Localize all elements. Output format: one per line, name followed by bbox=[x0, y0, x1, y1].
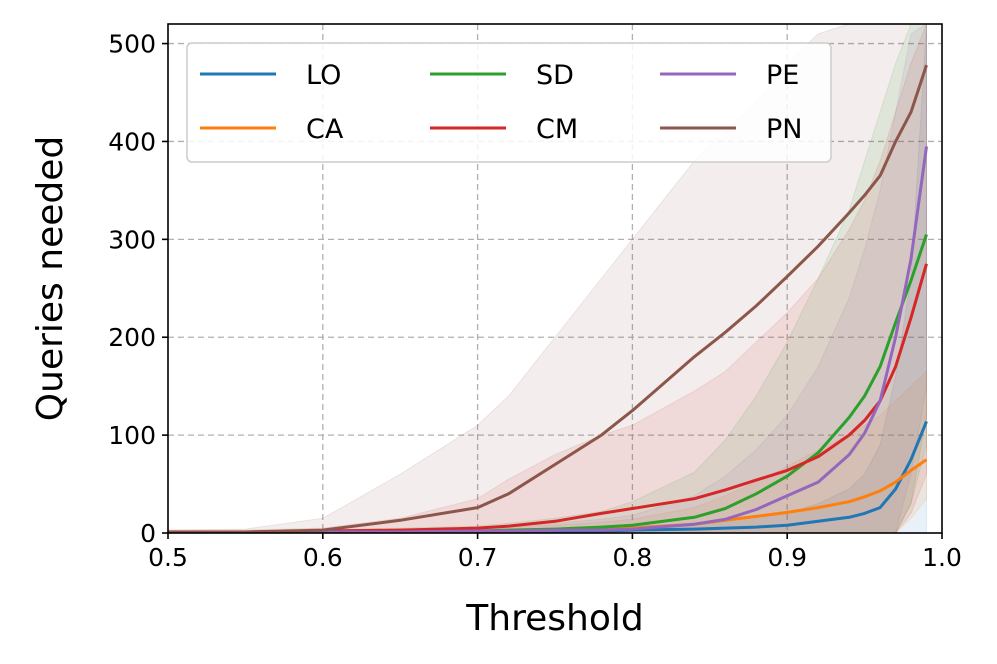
legend-label-cm: CM bbox=[536, 114, 578, 145]
x-tick-label: 1.0 bbox=[922, 543, 962, 572]
x-tick-label: 0.7 bbox=[458, 543, 498, 572]
legend-label-pe: PE bbox=[766, 60, 799, 91]
legend-label-ca: CA bbox=[306, 114, 344, 145]
x-tick-label: 0.5 bbox=[148, 543, 188, 572]
y-tick-label: 400 bbox=[108, 127, 156, 156]
legend-label-lo: LO bbox=[306, 60, 341, 91]
y-tick-label: 0 bbox=[140, 519, 156, 548]
x-tick-label: 0.6 bbox=[303, 543, 343, 572]
x-tick-label: 0.9 bbox=[767, 543, 807, 572]
y-tick-label: 100 bbox=[108, 421, 156, 450]
band-pe bbox=[168, 24, 927, 533]
series-lines bbox=[168, 64, 928, 533]
y-tick-label: 200 bbox=[108, 323, 156, 352]
legend-label-pn: PN bbox=[766, 114, 802, 145]
x-axis-label: Threshold bbox=[465, 598, 643, 639]
line-pe bbox=[168, 146, 928, 533]
legend-frame bbox=[186, 42, 832, 163]
band-ca bbox=[168, 370, 927, 533]
legend-label-sd: SD bbox=[536, 60, 574, 91]
y-tick-label: 500 bbox=[108, 30, 156, 59]
axis-ticks: 0.5 0.6 0.7 0.8 0.9 1.0 0 100 200 300 400 500 bbox=[108, 30, 962, 572]
band-cm bbox=[168, 24, 927, 533]
y-axis-label: Queries needed bbox=[30, 136, 71, 421]
legend: LO SD PE CA CM PN bbox=[186, 42, 832, 163]
line-pn bbox=[168, 64, 928, 533]
band-sd bbox=[168, 24, 927, 533]
plot-frame bbox=[167, 23, 943, 534]
y-tick-label: 300 bbox=[108, 225, 156, 254]
x-tick-label: 0.8 bbox=[613, 543, 653, 572]
